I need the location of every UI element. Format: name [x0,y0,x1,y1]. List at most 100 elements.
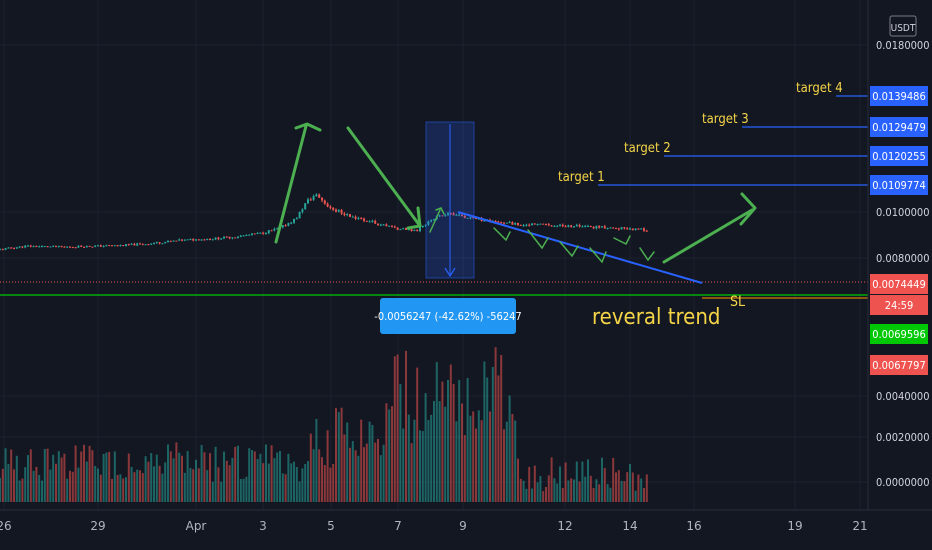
volume-bar [15,455,18,502]
volume-bar [438,401,441,502]
volume-bar [637,474,640,502]
candle-body [242,235,245,237]
candle-body [248,234,251,236]
volume-bar [550,457,553,502]
volume-bar [573,479,575,502]
candle-body [606,228,609,230]
candle-body [245,235,248,237]
volume-bar [80,451,83,502]
candle-body [167,240,169,243]
candle-body [553,226,556,228]
candle-body [43,246,46,248]
target-label: target 1 [558,170,605,185]
volume-bar [55,463,57,502]
candle-body [108,245,111,247]
volume-bar [407,414,410,502]
volume-bar [214,446,217,502]
candle-body [141,243,144,245]
volume-bar [307,461,309,502]
candle-body [589,225,592,227]
volume-bar [309,433,312,502]
candle-body [421,225,424,228]
candle-body [225,236,228,238]
green-arrows [274,122,757,264]
time-label: 26 [0,519,12,533]
candle-body [349,214,351,217]
price-tag: 0.0109774 [872,179,926,192]
volume-bar [472,411,475,502]
candle-body [309,199,312,201]
candle-body [119,245,122,247]
candle-body [430,219,433,222]
volume-bar [83,444,85,502]
time-label: 9 [459,519,467,533]
volume-bar [449,364,452,502]
volume-bar [318,449,321,502]
candle-body [66,246,69,248]
trend-line[interactable] [457,211,703,284]
volume-bar [536,482,539,502]
volume-bar [153,466,155,502]
candle-body [270,230,273,232]
volume-bar [626,472,629,502]
volume-bar [186,451,189,502]
candle-body [80,245,83,247]
volume-bar [200,444,203,502]
candle-body [354,216,357,219]
volume-bar [567,480,570,502]
candle-body [494,221,497,223]
volume-bar [483,361,486,502]
volume-bar [178,452,181,502]
time-label: 3 [259,519,267,533]
volume-bar [125,477,127,502]
volume-bar [122,478,125,502]
volume-bar [581,461,584,502]
volume-bar [547,475,550,502]
volume-bar [130,466,133,502]
currency-badge[interactable]: USDT [891,23,916,34]
candle-body [505,222,508,224]
candle-body [88,245,91,247]
candle-body [318,194,321,198]
volume-bar [368,421,371,502]
candle-body [385,224,388,227]
candle-body [578,224,581,227]
candle-body [57,245,60,247]
candle-body [301,209,304,212]
volume-bar [231,457,234,502]
candle-body [307,199,309,204]
candle-body [393,226,396,228]
volume-bar [337,412,340,502]
candle-body [438,215,441,217]
candle-body [447,213,449,215]
volume-bar [35,466,38,502]
volume-bar [643,487,645,502]
volume-bar [396,354,399,502]
candle-body [449,213,452,215]
candle-body [326,203,329,207]
volume-bar [136,469,139,502]
candle-body [113,245,116,247]
volume-bar [38,474,41,502]
volume-bar [564,462,567,502]
volume-bar [66,478,69,502]
candle-body [49,246,52,248]
volume-bar [519,478,522,502]
volume-bar [371,424,374,502]
reversal-trend-annotation: reveral trend [592,305,720,330]
candle-body [332,207,335,210]
candle-body [559,224,561,226]
volume-bar [424,393,427,502]
price-label: 0.0020000 [876,431,930,444]
volume-bar [620,480,623,502]
currency-badge-box[interactable] [889,15,917,37]
candle-body [645,230,648,232]
candle-body [63,246,66,248]
price-scale-panel [868,0,932,510]
volume-bar [447,379,449,502]
volume-bar [315,418,318,502]
volume-bar [491,367,494,502]
candle-body [584,226,587,228]
volume-bar [197,468,200,502]
